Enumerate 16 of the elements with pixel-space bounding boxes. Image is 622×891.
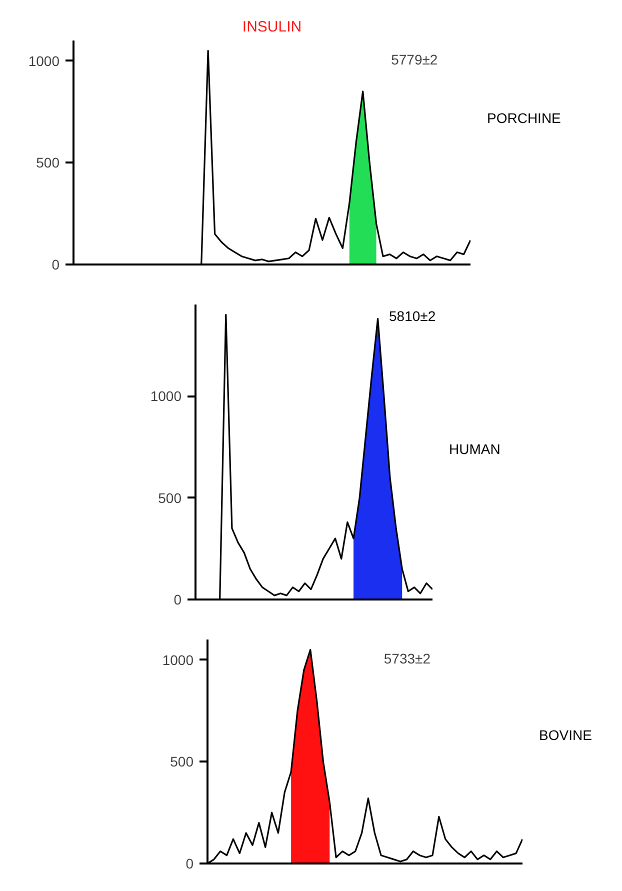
text: HUMAN <box>449 440 500 459</box>
y-tick-label: 500 <box>36 154 60 171</box>
y-tick-label: 1000 <box>162 652 194 668</box>
annotation: 5733±2 <box>384 650 431 666</box>
annotation: 5810±2 <box>389 307 437 326</box>
y-tick-label: 0 <box>186 856 194 872</box>
y-tick-label: 0 <box>174 592 182 608</box>
text: PORCHINE <box>487 109 561 128</box>
y-tick-label: 500 <box>158 490 182 506</box>
annotation: 5779±2 <box>391 51 438 68</box>
y-tick-label: 500 <box>170 754 194 770</box>
chart-title: INSULIN <box>242 18 302 36</box>
y-tick-label: 1000 <box>28 52 60 69</box>
y-tick-label: 0 <box>52 256 60 272</box>
y-tick-label: 1000 <box>150 388 182 404</box>
text: BOVINE <box>539 726 592 745</box>
